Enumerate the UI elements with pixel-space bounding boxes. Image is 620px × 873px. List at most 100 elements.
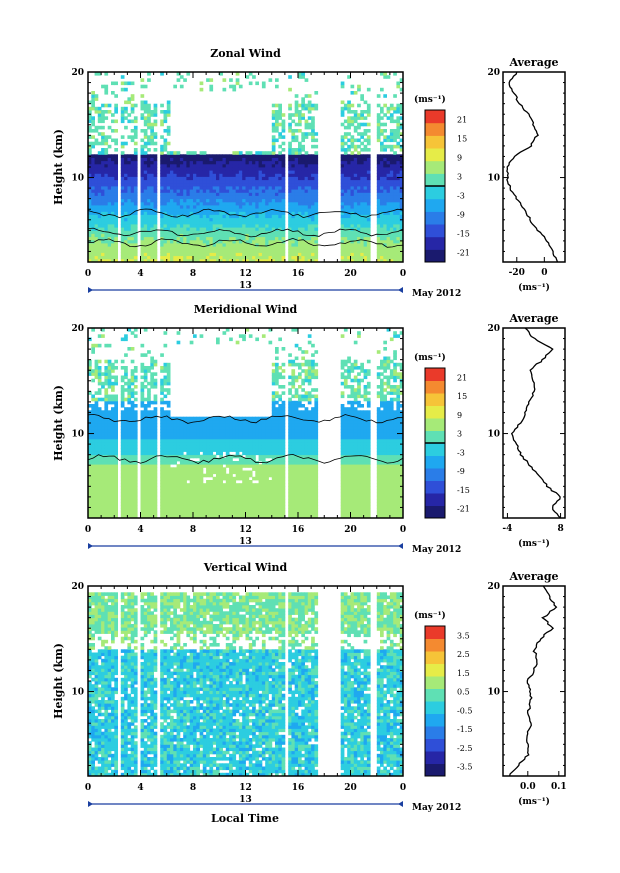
heatmap-cell [235,163,240,168]
heatmap-cell [311,179,315,184]
heatmap-cell [166,505,171,509]
heatmap-cell [94,467,99,471]
heatmap-cell [130,486,135,490]
heatmap-cell [88,125,92,130]
heatmap-cell [212,198,217,203]
heatmap-cell [376,220,381,225]
heatmap-cell [311,198,315,203]
heatmap-cell [216,182,220,187]
heatmap-cell [111,438,115,443]
heatmap-cell [206,176,210,181]
heatmap-cell [209,464,214,468]
heatmap-cell [261,217,266,222]
heatmap-cell [127,400,132,405]
heatmap-cell [160,470,164,475]
heatmap-cell [275,252,279,257]
heatmap-cell [147,499,151,503]
heatmap-cell [91,239,95,244]
heatmap-cell [199,505,204,509]
heatmap-cell [160,492,164,497]
heatmap-cell [173,160,177,165]
heatmap-cell [222,170,227,174]
heatmap-cell [101,442,105,446]
heatmap-cell [107,473,112,478]
heatmap-cell [396,122,401,127]
heatmap-cell [94,97,99,101]
heatmap-cell [130,176,135,181]
heatmap-cell [150,454,154,459]
heatmap-cell [255,214,259,219]
heatmap-cell [294,106,299,111]
heatmap-cell [147,486,151,490]
heatmap-cell [229,217,233,222]
heatmap-cell [160,385,164,389]
heatmap-cell [363,201,368,206]
heatmap-cell [235,167,240,171]
heatmap-cell [340,258,345,262]
heatmap-cell [143,353,148,357]
heatmap-cell [120,499,125,503]
heatmap-cell [196,448,200,452]
heatmap-cell [163,227,168,231]
heatmap-cell [88,369,92,373]
heatmap-cell [153,457,158,462]
heatmap-cell [127,243,132,247]
heatmap-cell [140,255,145,260]
heatmap-cell [104,492,109,497]
heatmap-cell [304,255,309,260]
heatmap-cell [163,366,168,370]
heatmap-cell [130,255,135,260]
heatmap-cell [271,239,276,244]
heatmap-cell [140,78,145,82]
heatmap-cell [229,233,233,238]
heatmap-cell [278,230,282,234]
heatmap-cell [173,467,177,471]
heatmap-cell [343,157,348,162]
heatmap-cell [380,258,384,262]
heatmap-cell [301,230,305,234]
heatmap-cell [386,198,391,203]
heatmap-cell [133,243,138,247]
heatmap-cell [166,410,171,414]
heatmap-cell [363,224,368,228]
heatmap-cell [133,486,138,490]
heatmap-cell [350,205,355,209]
heatmap-cell [222,205,227,209]
heatmap-cell [225,186,230,190]
heatmap-cell [143,464,148,468]
heatmap-cell [130,461,135,465]
heatmap-cell [88,214,92,219]
heatmap-cell [347,208,351,212]
heatmap-cell [248,243,253,247]
heatmap-cell [101,154,105,158]
heatmap-cell [107,454,112,459]
heatmap-cell [166,483,171,487]
heatmap-cell [291,258,296,262]
heatmap-cell [268,173,273,177]
heatmap-cell [111,214,115,219]
heatmap-cell [209,255,214,260]
heatmap-cell [97,514,102,518]
heatmap-cell [242,230,246,234]
heatmap-cell [104,201,109,206]
heatmap-cell [91,170,95,174]
heatmap-cell [183,416,187,421]
heatmap-cell [114,179,118,184]
heatmap-cell [301,189,305,193]
heatmap-cell [209,220,214,225]
heatmap-cell [235,179,240,184]
heatmap-cell [163,495,168,500]
heatmap-cell [343,195,348,200]
heatmap-cell [389,246,394,250]
heatmap-cell [396,258,401,262]
heatmap-cell [248,179,253,184]
heatmap-cell [255,186,259,190]
heatmap-cell [88,106,92,111]
heatmap-cell [252,246,256,250]
heatmap-cell [166,217,171,222]
heatmap-cell [252,239,256,244]
heatmap-cell [166,160,171,165]
heatmap-cell [183,445,187,449]
heatmap-cell [350,122,355,127]
heatmap-cell [163,419,168,424]
